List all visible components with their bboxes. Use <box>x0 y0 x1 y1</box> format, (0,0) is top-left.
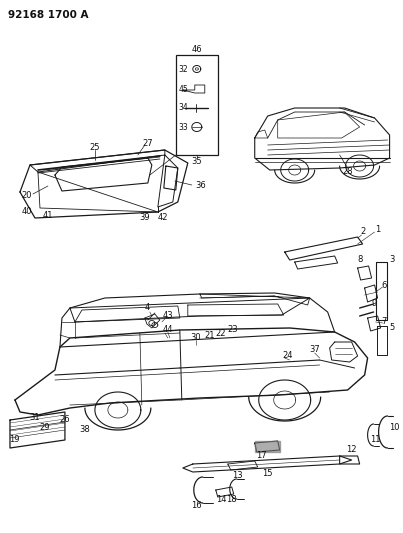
Text: 8: 8 <box>357 255 362 264</box>
Text: 37: 37 <box>309 345 320 354</box>
Text: 40: 40 <box>22 207 32 216</box>
Text: 42: 42 <box>158 213 168 222</box>
Text: 43: 43 <box>162 311 173 320</box>
Text: 17: 17 <box>256 450 267 459</box>
Text: 1: 1 <box>375 225 380 235</box>
Text: 35: 35 <box>191 157 202 166</box>
Text: 16: 16 <box>191 500 202 510</box>
Text: 3: 3 <box>390 255 395 264</box>
Text: 6: 6 <box>382 280 387 289</box>
Text: 19: 19 <box>9 435 19 445</box>
Text: 38: 38 <box>79 425 90 434</box>
Text: 26: 26 <box>60 416 70 424</box>
Text: 92168 1700 A: 92168 1700 A <box>8 10 89 20</box>
Text: 7: 7 <box>382 318 387 327</box>
Text: 45: 45 <box>179 85 189 93</box>
Text: 10: 10 <box>390 424 400 432</box>
Text: 32: 32 <box>179 64 189 74</box>
Text: 30: 30 <box>191 333 201 342</box>
Text: 2: 2 <box>360 228 365 237</box>
Text: 18: 18 <box>226 495 237 504</box>
Text: 13: 13 <box>233 472 243 481</box>
Text: 23: 23 <box>227 326 238 335</box>
Text: 25: 25 <box>89 142 100 151</box>
Text: 46: 46 <box>191 45 202 54</box>
Text: 31: 31 <box>30 414 40 423</box>
Text: 36: 36 <box>196 181 207 190</box>
Text: 5: 5 <box>390 324 395 333</box>
Text: 34: 34 <box>179 103 189 112</box>
Text: 11: 11 <box>370 435 381 445</box>
Text: 20: 20 <box>22 191 32 200</box>
Text: 24: 24 <box>283 351 293 359</box>
Text: 28: 28 <box>342 166 353 175</box>
Bar <box>176 55 218 155</box>
Text: 12: 12 <box>347 446 357 455</box>
Text: 27: 27 <box>143 139 153 148</box>
Text: 14: 14 <box>216 495 227 504</box>
Text: 15: 15 <box>262 470 273 479</box>
Text: 22: 22 <box>216 328 226 337</box>
Text: 44: 44 <box>162 326 173 335</box>
Text: 39: 39 <box>139 213 150 222</box>
Text: 9: 9 <box>372 300 377 309</box>
Text: 33: 33 <box>179 123 189 132</box>
Text: 4: 4 <box>144 303 150 312</box>
Text: 41: 41 <box>43 212 53 221</box>
Text: 29: 29 <box>40 424 50 432</box>
Text: 21: 21 <box>205 330 215 340</box>
